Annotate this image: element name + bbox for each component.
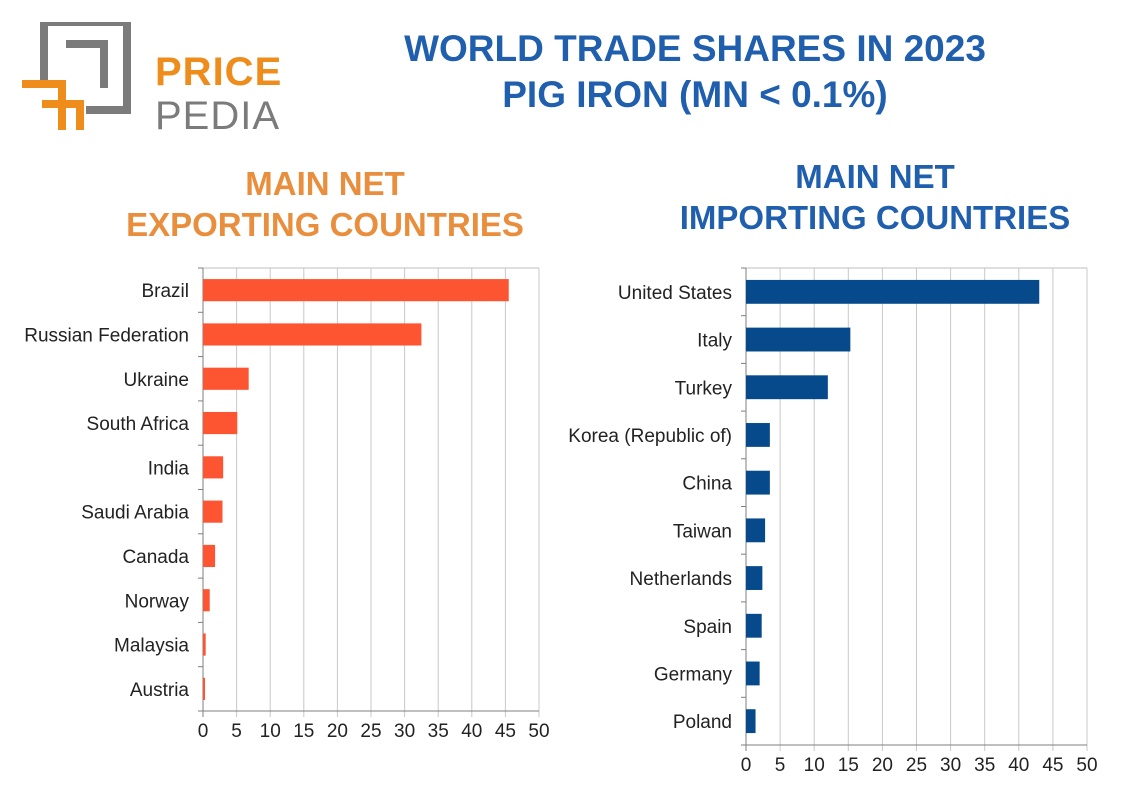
title-line-1: WORLD TRADE SHARES IN 2023 bbox=[404, 28, 986, 69]
exporters-category-label: Saudi Arabia bbox=[81, 503, 189, 524]
logo-mark-icon bbox=[22, 18, 131, 130]
exporters-category-label: Ukraine bbox=[124, 370, 189, 391]
exporters-tick-label: 45 bbox=[495, 721, 516, 742]
importers-category-label: Poland bbox=[673, 712, 732, 733]
logo-pedia-text: PEDIA bbox=[155, 94, 281, 138]
importers-category-label: Spain bbox=[683, 617, 732, 638]
importers-tick-label: 0 bbox=[741, 755, 752, 776]
importers-bar bbox=[746, 566, 763, 590]
importers-bar bbox=[746, 661, 760, 686]
importers-heading: MAIN NET IMPORTING COUNTRIES bbox=[610, 156, 1121, 238]
exporters-heading-line-2: EXPORTING COUNTRIES bbox=[126, 206, 524, 243]
importers-bar bbox=[746, 470, 770, 495]
exporters-bar bbox=[203, 677, 206, 700]
exporters-tick-label: 20 bbox=[327, 721, 348, 742]
importers-tick-label: 5 bbox=[775, 755, 786, 776]
exporters-tick-label: 0 bbox=[198, 721, 209, 742]
title-line-2: PIG IRON (MN < 0.1%) bbox=[502, 74, 888, 115]
exporters-tick-label: 15 bbox=[293, 721, 314, 742]
importers-chart: 0 5 10 15 20 25 30 35 40 45 50 United States Italy Tu… bbox=[568, 267, 1098, 776]
exporters-tick-label: 40 bbox=[461, 721, 482, 742]
importers-category-label: China bbox=[682, 474, 732, 495]
importers-bar bbox=[746, 375, 828, 400]
importers-tick-label: 25 bbox=[906, 755, 927, 776]
importers-bar bbox=[746, 709, 756, 734]
importers-bar bbox=[746, 613, 762, 638]
exporters-chart: 0 5 10 15 20 25 30 35 40 45 50 Brazil Russian Federa… bbox=[24, 267, 550, 742]
importers-category-label: Netherlands bbox=[630, 569, 732, 590]
exporters-tick-label: 50 bbox=[528, 721, 549, 742]
exporters-heading: MAIN NET EXPORTING COUNTRIES bbox=[60, 163, 590, 245]
importers-tick-label: 35 bbox=[974, 755, 995, 776]
importers-category-label: Germany bbox=[654, 664, 733, 685]
exporters-category-label: Canada bbox=[122, 547, 189, 568]
exporters-tick-label: 30 bbox=[394, 721, 415, 742]
exporters-category-label: Austria bbox=[130, 680, 190, 701]
importers-tick-label: 20 bbox=[872, 755, 893, 776]
importers-bar bbox=[746, 423, 770, 447]
exporters-bar bbox=[203, 411, 238, 435]
exporters-bar bbox=[203, 633, 206, 656]
exporters-tick-label: 10 bbox=[260, 721, 281, 742]
exporters-bar bbox=[203, 589, 210, 612]
exporters-bar bbox=[203, 367, 249, 390]
exporters-bar bbox=[203, 500, 223, 523]
page-title: WORLD TRADE SHARES IN 2023 PIG IRON (MN … bbox=[300, 26, 1090, 118]
importers-category-label: Taiwan bbox=[673, 521, 732, 542]
importers-tick-label: 15 bbox=[838, 755, 859, 776]
exporters-category-label: Norway bbox=[125, 591, 190, 612]
exporters-tick-label: 25 bbox=[360, 721, 381, 742]
exporters-category-label: Brazil bbox=[141, 281, 189, 302]
importers-bar bbox=[746, 279, 1040, 304]
exporters-tick-label: 35 bbox=[428, 721, 449, 742]
exporters-heading-line-1: MAIN NET bbox=[245, 165, 405, 202]
importers-tick-label: 30 bbox=[940, 755, 961, 776]
importers-category-label: United States bbox=[618, 283, 732, 304]
importers-tick-label: 50 bbox=[1076, 755, 1097, 776]
importers-heading-line-2: IMPORTING COUNTRIES bbox=[679, 199, 1071, 236]
importers-heading-line-1: MAIN NET bbox=[795, 158, 955, 195]
importers-bar bbox=[746, 518, 766, 543]
exporters-category-label: India bbox=[148, 458, 190, 479]
importers-category-label: Korea (Republic of) bbox=[568, 426, 732, 447]
exporters-category-label: South Africa bbox=[87, 414, 190, 435]
exporters-category-label: Malaysia bbox=[114, 636, 189, 657]
exporters-bar bbox=[203, 279, 509, 302]
importers-category-label: Turkey bbox=[675, 378, 733, 399]
exporters-tick-label: 5 bbox=[231, 721, 242, 742]
exporters-bar bbox=[203, 456, 224, 479]
pricepedia-logo: PRICE PEDIA bbox=[22, 18, 281, 136]
exporters-bar bbox=[203, 323, 422, 346]
importers-category-label: Italy bbox=[697, 331, 732, 352]
exporters-category-label: Russian Federation bbox=[24, 325, 189, 346]
importers-tick-label: 45 bbox=[1042, 755, 1063, 776]
importers-bar bbox=[746, 327, 851, 352]
logo-price-text: PRICE bbox=[155, 50, 283, 94]
importers-tick-label: 10 bbox=[804, 755, 825, 776]
importers-tick-label: 40 bbox=[1008, 755, 1029, 776]
exporters-bar bbox=[203, 544, 216, 568]
